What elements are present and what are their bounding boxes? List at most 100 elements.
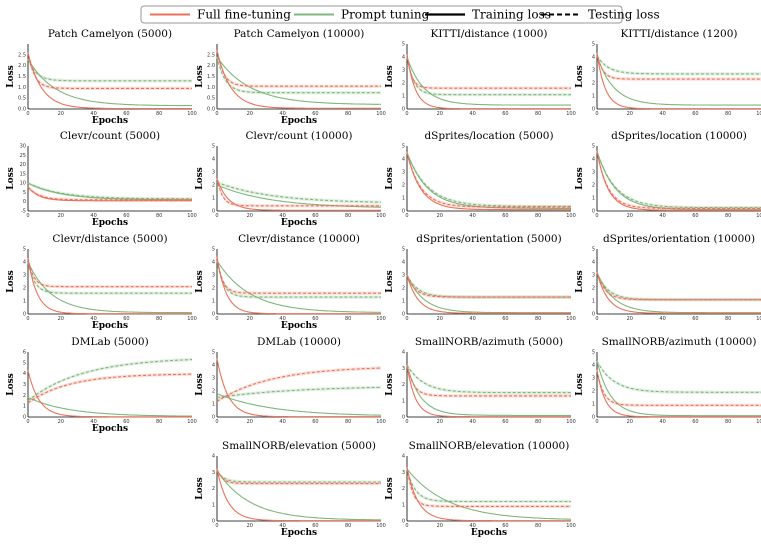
y-axis-label: Loss [385,65,395,87]
x-tick-label: 40 [90,419,96,425]
y-axis-label: Loss [385,477,395,499]
x-tick-label: 0 [405,523,408,529]
panel: SmallNORB/azimuth (10000) 0 20 40 60 80 100 0 1 2… [575,336,761,425]
x-tick-label: 80 [725,213,731,219]
full-fine-tuning-testing-line [216,178,381,207]
y-tick-label: 1.5 [18,74,26,80]
y-tick-label: 4 [212,454,215,460]
x-tick-label: 60 [502,111,508,117]
y-axis-label: Loss [195,477,205,499]
y-tick-label: 4 [23,260,26,266]
y-tick-label: 0 [212,415,215,421]
y-tick-label: 10 [20,181,26,187]
prompt-tuning-training-line [596,55,761,106]
x-tick-label: 40 [659,316,665,322]
prompt-tuning-testing-line [406,152,571,207]
panel: SmallNORB/azimuth (5000) 0 20 40 60 80 100 0 1 2 3… [385,336,576,425]
y-tick-label: 3 [212,170,215,176]
legend: Full fine-tuning Prompt tuning Training … [140,5,660,24]
y-tick-label: 3 [23,382,26,388]
panel: Clevr/count (10000) 0 20 40 60 80 100 0 1 2 3 4 5 Los… [195,130,386,228]
x-tick-label: 20 [437,316,443,322]
full-fine-tuning-training-line [27,52,192,110]
x-tick-label: 100 [376,419,386,425]
prompt-tuning-training-line [406,274,571,314]
panel: KITTI/distance (1000) 0 20 40 60 80 100 0 1 2 3 4 5 L… [385,28,576,117]
y-tick-label: 1 [402,299,405,305]
y-tick-label: 4 [402,55,405,61]
panel: Patch Camelyon (10000) 0 20 40 60 80 100 0.0 0.5… [195,28,386,126]
x-axis-label: Epochs [281,528,317,538]
prompt-tuning-testing-band [597,359,761,394]
y-tick-label: 5 [592,144,595,150]
x-tick-label: 60 [692,316,698,322]
panel: KITTI/distance (1200) 0 20 40 60 80 100 0 1 2 3 4 5 L… [575,28,761,117]
full-fine-tuning-training-line [216,358,381,418]
y-tick-label: 2 [402,183,405,189]
x-tick-label: 100 [566,419,576,425]
y-tick-label: 5 [592,42,595,48]
y-axis-label: Loss [195,373,205,395]
x-tick-label: 60 [502,213,508,219]
full-fine-tuning-testing-band [217,255,381,295]
y-tick-label: 2 [402,486,405,492]
x-tick-label: 80 [345,316,351,322]
prompt-tuning-testing-band [407,467,571,504]
prompt-tuning-testing-line [596,151,761,209]
y-tick-label: 4 [592,363,595,369]
x-tick-label: 100 [187,419,197,425]
x-tick-label: 100 [376,316,386,322]
x-tick-label: 0 [26,316,29,322]
prompt-tuning-training-line [596,272,761,314]
prompt-tuning-testing-band [28,57,192,83]
y-axis-label: Loss [575,65,585,87]
y-tick-label: 5 [212,350,215,356]
x-tick-label: 20 [58,419,64,425]
panel-title: KITTI/distance (1000) [431,28,548,40]
y-tick-label: 2 [23,286,26,292]
x-tick-label: 20 [247,213,253,219]
y-tick-label: 20 [20,162,26,168]
y-tick-label: 1 [212,402,215,408]
x-tick-label: 80 [345,213,351,219]
full-fine-tuning-training-line [596,53,761,110]
full-fine-tuning-training-line [406,152,571,211]
y-tick-label: 0 [402,312,405,318]
y-tick-label: 1 [402,502,405,508]
x-tick-label: 0 [405,213,408,219]
x-tick-label: 0 [595,213,598,219]
prompt-tuning-testing-band [28,181,192,201]
prompt-tuning-testing-line [406,364,571,394]
y-tick-label: 2 [402,81,405,87]
x-tick-label: 80 [345,523,351,529]
y-tick-label: 0 [592,415,595,421]
y-tick-label: 1.5 [207,74,215,80]
full-fine-tuning-training-line [596,272,761,314]
y-tick-label: 4 [23,371,26,377]
full-fine-tuning-testing-line [596,272,761,301]
y-axis-label: Loss [6,373,16,395]
x-tick-label: 0 [405,419,408,425]
y-tick-label: 1 [23,404,26,410]
y-tick-label: 2.0 [18,63,26,69]
panel-title: SmallNORB/elevation (10000) [409,440,570,452]
y-tick-label: 5 [402,247,405,253]
x-tick-label: 100 [756,213,761,219]
y-tick-label: 4 [212,363,215,369]
prompt-tuning-training-line [27,58,192,107]
x-tick-label: 0 [26,213,29,219]
y-tick-label: 3 [402,273,405,279]
y-tick-label: 0 [212,312,215,318]
x-tick-label: 60 [692,111,698,117]
panel: Clevr/distance (5000) 0 20 40 60 80 100 0 1 2 3 4 5 L… [6,233,197,331]
x-tick-label: 100 [566,213,576,219]
prompt-tuning-testing-band [217,469,381,484]
full-fine-tuning-testing-line [406,54,571,89]
y-tick-label: 4 [402,157,405,163]
y-axis-label: Loss [195,167,205,189]
full-fine-tuning-testing-band [597,368,761,407]
x-tick-label: 60 [312,111,318,117]
x-tick-label: 20 [247,111,253,117]
y-tick-label: 1 [402,398,405,404]
y-tick-label: 3 [402,170,405,176]
